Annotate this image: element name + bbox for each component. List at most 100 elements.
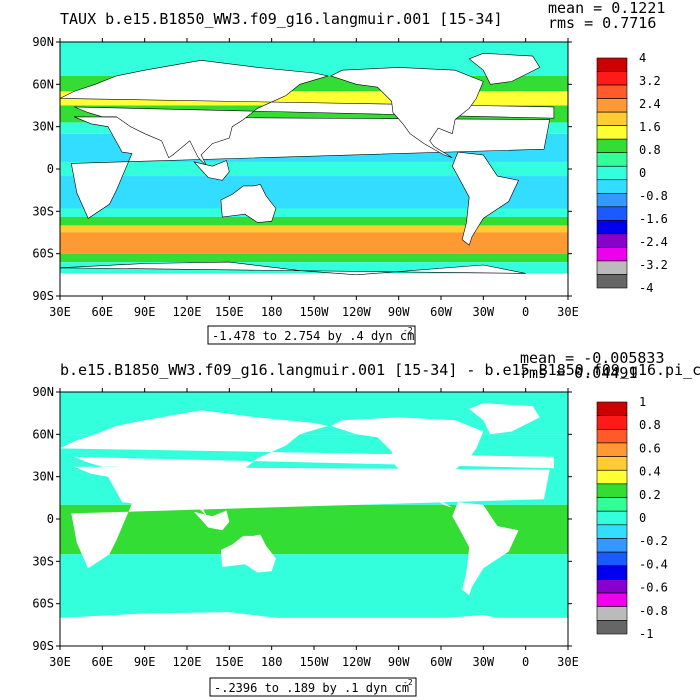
colorbar-label: -0.6	[639, 581, 668, 595]
range-label: -.2396 to .189 by .1 dyn cm	[214, 681, 409, 695]
range-box: -.2396 to .189 by .1 dyn cm -2	[209, 677, 417, 697]
lon-tick-label: 120E	[173, 655, 202, 669]
colorbar-swatch	[596, 538, 628, 553]
colorbar-swatch	[596, 192, 628, 208]
colorbar-label: -3.2	[639, 258, 668, 272]
colorbar-label: -1.6	[639, 212, 668, 226]
lat-tick-label: 90S	[32, 289, 54, 303]
land-mask	[60, 403, 554, 646]
lon-tick-label: 30E	[557, 655, 579, 669]
colorbar-swatch	[596, 524, 628, 539]
field-band	[60, 554, 568, 618]
colorbar-label: 0.4	[639, 465, 661, 479]
colorbar-swatch	[596, 165, 628, 181]
colorbar-swatch	[596, 84, 628, 99]
colorbar-swatch	[596, 469, 628, 485]
colorbar-swatch	[596, 111, 628, 126]
lon-tick-label: 30E	[557, 305, 579, 319]
colorbar-swatch	[596, 152, 628, 167]
panel-diff: b.e15.B1850_WW3.f09_g16.langmuir.001 [15…	[32, 349, 700, 697]
lon-axis: 30E 60E 90E 120E 150E 180 150W 120W 90W 60W 30W 0 30…	[49, 38, 579, 319]
lat-tick-label: 90N	[32, 35, 54, 49]
lat-tick-label: 90S	[32, 639, 54, 653]
range-label: -1.478 to 2.754 by .4 dyn cm	[212, 329, 414, 343]
lon-tick-label: 120E	[173, 305, 202, 319]
colorbar-swatch	[596, 565, 628, 580]
continent	[220, 184, 277, 223]
colorbar-label: -4	[639, 281, 653, 295]
colorbar-swatch	[596, 606, 628, 621]
lon-tick-label: 30W	[472, 655, 494, 669]
colorbar-swatch	[596, 592, 628, 608]
colorbar: 1 0.8 0.6 0.4 0.2 0 -0.2 -0.4 -0.6 -0.8 -1	[596, 395, 668, 641]
field-band	[60, 225, 568, 233]
land-mask	[59, 52, 555, 296]
field-band	[60, 161, 568, 177]
panel-title: b.e15.B1850_WW3.f09_g16.langmuir.001 [15…	[60, 361, 700, 379]
rms-label: rms = 0.04491	[520, 364, 637, 382]
lat-tick-label: 60N	[32, 77, 54, 91]
colorbar-swatch	[596, 620, 628, 635]
lon-tick-label: 180	[261, 655, 283, 669]
continent	[468, 52, 541, 85]
lon-tick-label: 150W	[300, 305, 330, 319]
lat-axis: 90N 60N 30N 0 30S 60S 90S	[32, 385, 572, 653]
colorbar-swatch	[596, 220, 628, 235]
lon-tick-label: 90E	[134, 655, 156, 669]
lat-tick-label: 0	[47, 512, 54, 526]
lat-tick-label: 0	[47, 162, 54, 176]
lon-tick-label: 90W	[388, 305, 410, 319]
lon-tick-label: 150E	[215, 655, 244, 669]
colorbar: 4 3.2 2.4 1.6 0.8 0 -0.8 -1.6 -2.4 -3.2 -4	[596, 51, 668, 295]
continent	[330, 417, 484, 508]
colorbar-swatch	[596, 206, 628, 221]
colorbar-swatch	[596, 442, 628, 457]
colorbar-swatch	[596, 98, 628, 113]
field-band	[60, 262, 568, 274]
lat-tick-label: 60S	[32, 597, 54, 611]
field-band	[60, 232, 568, 254]
lon-tick-label: 60W	[430, 305, 452, 319]
colorbar-label: 0.8	[639, 418, 661, 432]
colorbar-label: -0.8	[639, 189, 668, 203]
lat-axis: 90N 60N 30N 0 30S 60S 90S	[32, 35, 572, 303]
colorbar-swatch	[596, 401, 628, 416]
colorbar-label: 0.8	[639, 143, 661, 157]
lat-tick-label: 60N	[32, 427, 54, 441]
lon-tick-label: 30W	[472, 305, 494, 319]
colorbar-label: -0.4	[639, 557, 668, 571]
colorbar-swatch	[596, 233, 628, 248]
colorbar-label: -0.2	[639, 534, 668, 548]
panel-taux: TAUX b.e15.B1850_WW3.f09_g16.langmuir.00…	[32, 0, 668, 345]
lon-tick-label: 30E	[49, 655, 71, 669]
colorbar-swatch	[596, 138, 628, 154]
lat-tick-label: 30S	[32, 204, 54, 218]
colorbar-swatch	[596, 497, 628, 512]
lon-tick-label: 180	[261, 305, 283, 319]
range-unit-sup: -2	[403, 326, 413, 335]
colorbar-label: 0	[639, 166, 646, 180]
lat-tick-label: 30N	[32, 120, 54, 134]
lat-tick-label: 60S	[32, 247, 54, 261]
continent	[220, 534, 276, 573]
continent	[452, 502, 519, 596]
lon-tick-label: 60W	[430, 655, 452, 669]
colorbar-label: 1	[639, 395, 646, 409]
lon-tick-label: 0	[522, 305, 529, 319]
colorbar-swatch	[596, 260, 628, 275]
field-band	[60, 216, 568, 226]
colorbar-label: 0	[639, 511, 646, 525]
lon-tick-label: 90E	[134, 305, 156, 319]
colorbar-label: 0.6	[639, 441, 661, 455]
colorbar-swatch	[596, 415, 628, 430]
lon-tick-label: 0	[522, 655, 529, 669]
colorbar-swatch	[596, 456, 628, 471]
lon-axis: 30E 60E 90E 120E 150E 180 150W 120W 90W 60W 30W 0 30…	[49, 388, 579, 669]
lon-tick-label: 150E	[215, 305, 244, 319]
lon-tick-label: 60E	[91, 305, 113, 319]
mean-label: mean = -0.005833	[520, 349, 665, 367]
colorbar-swatch	[596, 579, 628, 594]
mean-label: mean = 0.1221	[548, 0, 665, 17]
lon-tick-label: 60E	[91, 655, 113, 669]
continent	[193, 160, 230, 181]
